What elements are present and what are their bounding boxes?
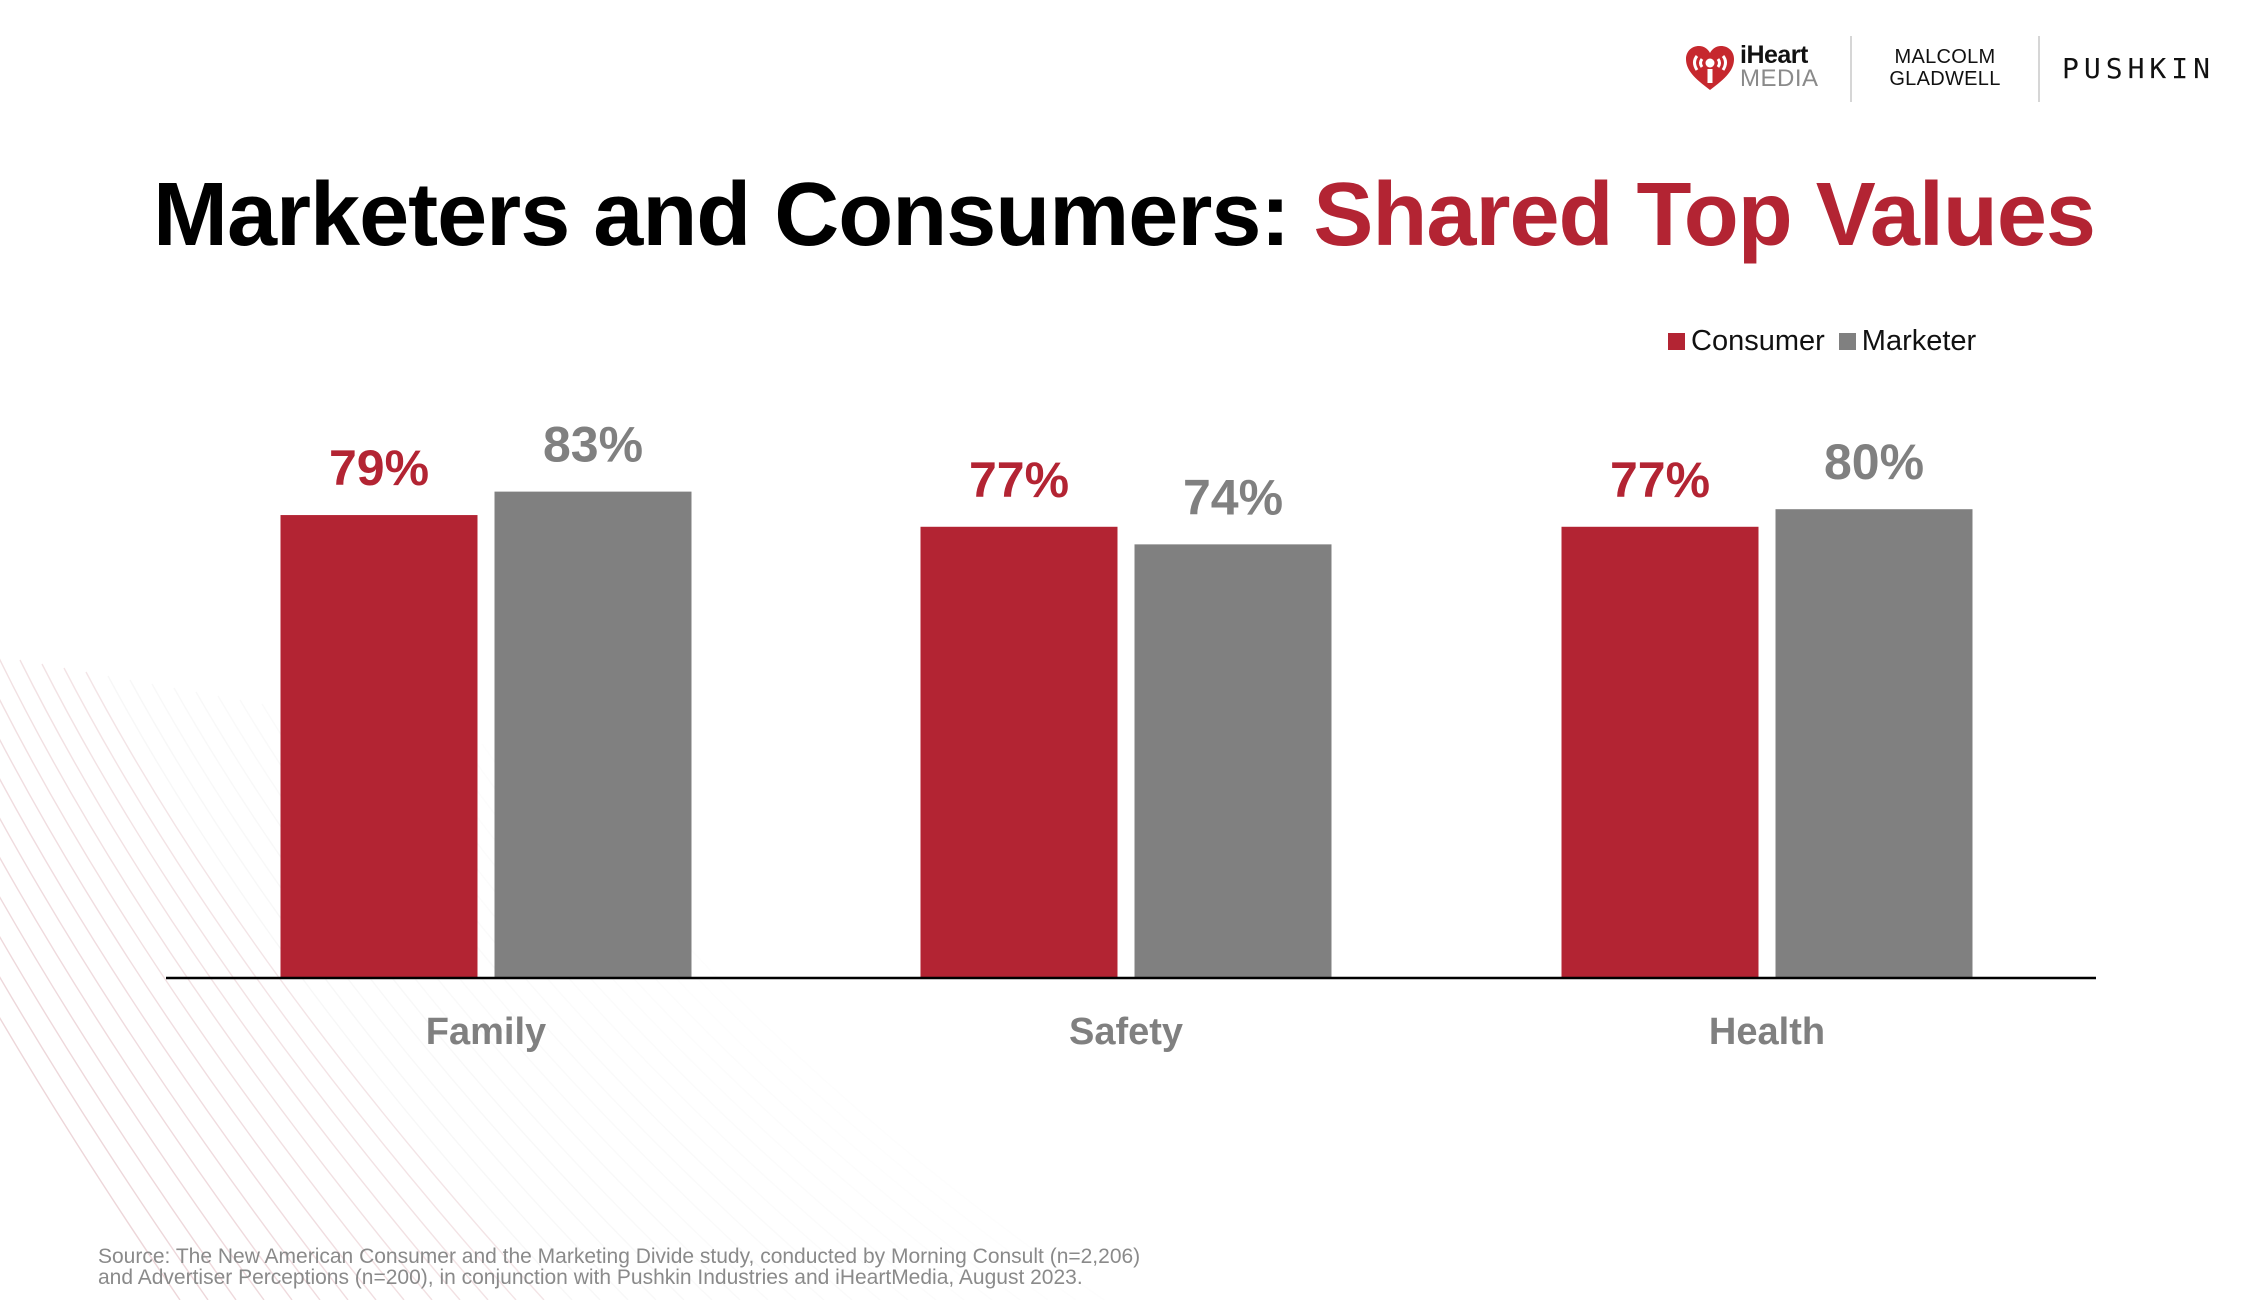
title-accent: Shared Top Values — [1313, 165, 2096, 265]
iheart-heart-icon — [1686, 46, 1734, 90]
legend-item-consumer: Consumer — [1668, 325, 1825, 358]
bar-marketer-health — [1775, 509, 1973, 978]
source-note: Source: The New American Consumer and th… — [98, 1246, 1140, 1288]
title-main: Marketers and Consumers: — [153, 165, 1314, 265]
page-title: Marketers and Consumers: Shared Top Valu… — [153, 160, 2096, 270]
iheartmedia-logo: iHeart MEDIA — [1684, 41, 1834, 94]
partner-logos: iHeart MEDIA MALCOLM GLADWELL PUSHKIN — [0, 0, 2250, 120]
legend-swatch-marketer — [1838, 333, 1856, 350]
iheart-media-wordmark: MEDIA — [1740, 65, 1819, 92]
bar-consumer-health — [1561, 526, 1759, 978]
malcolm-gladwell-logo: MALCOLM GLADWELL — [1880, 46, 2010, 90]
source-line-2: and Advertiser Perceptions (n=200), in c… — [98, 1266, 1083, 1289]
chart-legend: Consumer Marketer — [1668, 325, 1990, 358]
source-line-1: Source: The New American Consumer and th… — [98, 1245, 1141, 1268]
iheart-wordmark: iHeart — [1740, 41, 1808, 69]
bar-consumer-safety — [920, 526, 1118, 978]
bar-marketer-safety — [1134, 544, 1332, 978]
value-label-consumer-family: 79% — [329, 440, 429, 496]
legend-swatch-consumer — [1668, 333, 1685, 350]
value-label-marketer-safety: 74% — [1183, 469, 1283, 525]
value-label-consumer-health: 77% — [1610, 452, 1710, 508]
category-label-family: Family — [426, 1011, 546, 1053]
legend-label-consumer: Consumer — [1691, 325, 1825, 357]
category-label-health: Health — [1709, 1011, 1825, 1053]
pushkin-logo: PUSHKIN — [2062, 52, 2216, 85]
value-label-marketer-health: 80% — [1824, 434, 1924, 490]
value-label-marketer-family: 83% — [543, 417, 643, 473]
legend-label-marketer: Marketer — [1861, 325, 1977, 357]
logo-divider — [1850, 36, 1852, 102]
value-label-consumer-safety: 77% — [969, 452, 1069, 508]
category-label-safety: Safety — [1069, 1011, 1183, 1053]
bar-marketer-family — [494, 491, 692, 978]
legend-item-marketer: Marketer — [1838, 325, 1977, 358]
logo-divider — [2038, 36, 2040, 102]
gladwell-line1: MALCOLM — [1894, 46, 1996, 68]
gladwell-line2: GLADWELL — [1889, 68, 2001, 90]
bar-consumer-family — [280, 515, 478, 978]
